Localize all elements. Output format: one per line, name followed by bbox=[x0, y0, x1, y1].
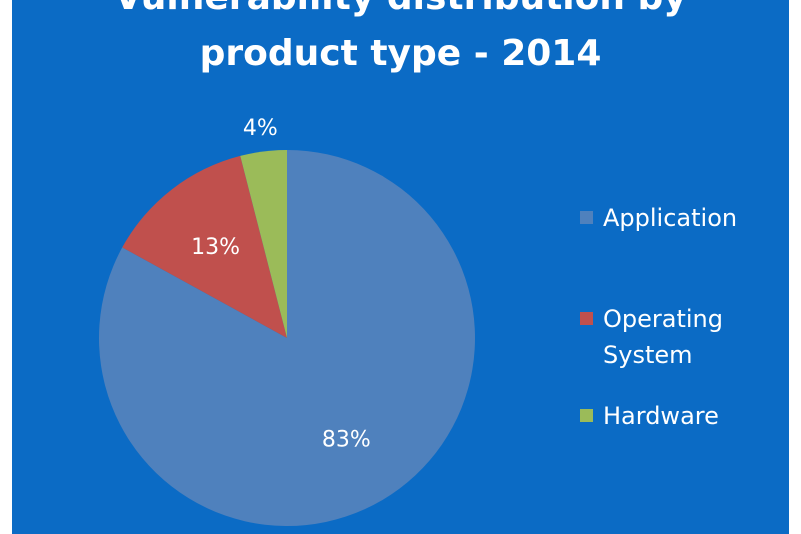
chart-area: Vulnerability distribution by product ty… bbox=[12, 0, 789, 534]
pie-chart: 83% 13% 4% bbox=[98, 116, 475, 526]
legend-label-operating-system: Operating System bbox=[603, 301, 723, 373]
data-label-operating-system: 13% bbox=[191, 235, 240, 260]
pie-slice-hardware bbox=[240, 150, 287, 338]
chart-title-line-2: product type - 2014 bbox=[199, 33, 602, 74]
legend-label-line: Hardware bbox=[603, 402, 719, 430]
legend-label-application: Application bbox=[603, 200, 737, 236]
legend-label-hardware: Hardware bbox=[603, 398, 719, 434]
chart-title: Vulnerability distribution by product ty… bbox=[12, 0, 789, 82]
data-label-application: 83% bbox=[322, 427, 371, 452]
legend-label-line: Application bbox=[603, 204, 738, 232]
legend-label-line: Operating bbox=[603, 305, 723, 333]
chart-title-line-1: Vulnerability distribution by bbox=[12, 0, 789, 26]
pie-slice-operating-system bbox=[122, 155, 288, 338]
data-label-hardware: 4% bbox=[243, 116, 278, 141]
legend-swatch-operating-system bbox=[580, 312, 593, 325]
legend-swatch-hardware bbox=[580, 409, 593, 422]
legend-label-line: System bbox=[603, 341, 693, 369]
legend-swatch-application bbox=[580, 211, 593, 224]
chart-legend: Application Operating System Hardware bbox=[580, 0, 785, 534]
